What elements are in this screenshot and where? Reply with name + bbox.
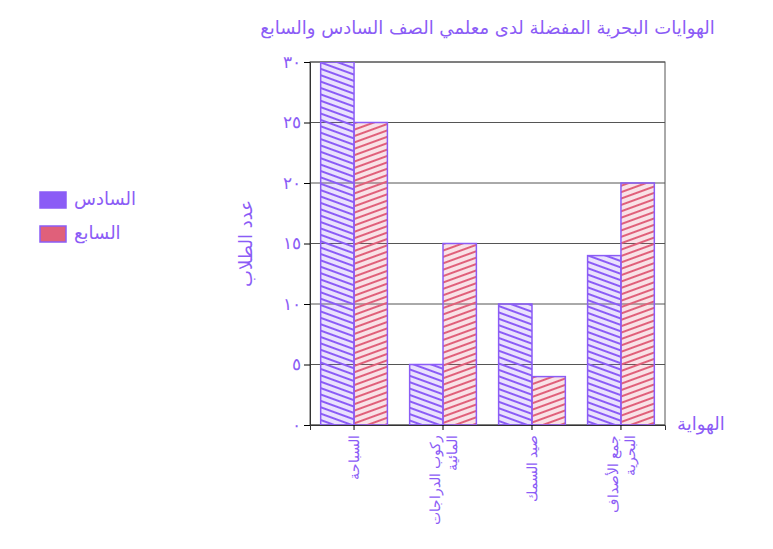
legend: السادس السابع xyxy=(40,188,136,244)
y-axis: ٠ ٥ ١٠ ١٥ ٢٠ ٢٥ ٣٠ xyxy=(283,53,311,435)
bar xyxy=(499,304,532,425)
y-tick: ٢٠ xyxy=(283,174,310,193)
x-tick-label: صيد السمك xyxy=(524,435,540,502)
x-tick-label: ركوب الدراجاتالمائية xyxy=(427,435,460,525)
x-axis-line xyxy=(311,426,666,431)
x-tick: السباحة xyxy=(346,425,362,480)
bar xyxy=(532,377,565,425)
legend-swatch xyxy=(40,192,66,208)
y-tick-label: ١٥ xyxy=(283,234,301,253)
bar xyxy=(621,183,654,425)
x-tick-mark xyxy=(443,425,444,430)
bar xyxy=(443,244,476,426)
y-tick: ٥ xyxy=(292,355,310,374)
y-tick: ٣٠ xyxy=(283,53,310,72)
y-tick: ٢٥ xyxy=(283,113,310,132)
y-tick-label: ٥ xyxy=(292,355,301,374)
y-tick-mark xyxy=(304,365,310,366)
title: الهوايات البحرية المفضلة لدى معلمي الصف … xyxy=(260,17,715,39)
y-tick-mark xyxy=(304,183,310,184)
y-tick-mark xyxy=(304,123,310,124)
y-tick-mark xyxy=(304,304,310,305)
bar xyxy=(588,256,621,425)
x-tick-mark xyxy=(620,425,621,430)
bar xyxy=(354,123,387,426)
x-tick-label: السباحة xyxy=(346,435,362,480)
x-axis: السباحة ركوب الدراجاتالمائية صيد السمك جمع … xyxy=(311,425,666,525)
x-tick-mark xyxy=(354,425,355,430)
x-axis-title: الهواية xyxy=(677,413,725,435)
y-axis-title: عدد الطلاب xyxy=(235,200,256,287)
bars xyxy=(321,62,655,425)
x-tick: ركوب الدراجاتالمائية xyxy=(427,425,460,525)
legend-label: السابع xyxy=(74,222,121,244)
chart: ٠ ٥ ١٠ ١٥ ٢٠ ٢٥ ٣٠ السباحة ركوب الدراجاتالمائية ص… xyxy=(0,0,773,549)
x-tick-mark xyxy=(531,425,532,430)
x-tick: صيد السمك xyxy=(524,425,540,502)
grid xyxy=(310,62,665,425)
y-axis-line xyxy=(304,63,311,426)
y-tick-label: ١٠ xyxy=(283,295,301,314)
y-tick-label: ٠ xyxy=(292,416,301,435)
legend-item: السابع xyxy=(40,222,121,244)
y-tick-label: ٢٠ xyxy=(283,174,301,193)
y-tick-mark xyxy=(304,425,310,426)
legend-item: السادس xyxy=(40,188,136,209)
y-tick-label: ٣٠ xyxy=(283,53,301,72)
y-tick: ١٠ xyxy=(283,295,310,314)
y-tick-label: ٢٥ xyxy=(283,113,301,132)
y-tick-mark xyxy=(304,62,310,63)
bar xyxy=(321,62,354,425)
legend-swatch xyxy=(40,226,66,242)
y-tick: ١٥ xyxy=(283,234,310,253)
plot-frame xyxy=(310,62,665,425)
x-tick-label: جمع الأصدافالبحرية xyxy=(604,435,639,513)
y-tick: ٠ xyxy=(292,416,310,435)
legend-label: السادس xyxy=(74,188,136,209)
bar xyxy=(410,365,443,426)
y-tick-mark xyxy=(304,244,310,245)
x-tick: جمع الأصدافالبحرية xyxy=(604,425,639,513)
